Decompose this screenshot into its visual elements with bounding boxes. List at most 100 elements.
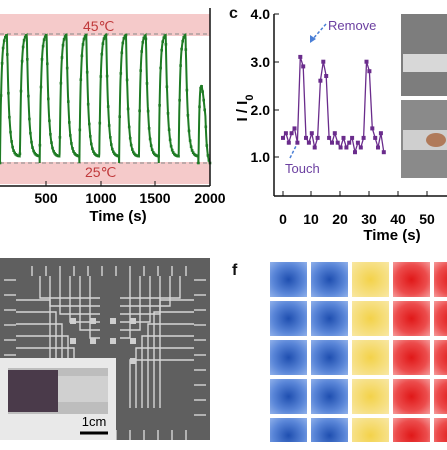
temperature-point [71,147,74,150]
temperature-point [49,133,52,136]
touch-response-point [327,135,332,140]
temperature-point [180,47,183,51]
temperature-point [161,40,164,43]
temperature-point [189,145,193,148]
temperature-point [98,121,102,125]
sensor-pixel [110,338,116,344]
heatmap-cell [352,301,389,336]
touch-response-point [332,131,337,136]
temperature-point [143,34,147,38]
temperature-point [182,36,185,39]
temperature-point [81,43,85,46]
temperature-point [112,150,115,154]
sensor-pixel [70,318,76,324]
touch-arrow [289,145,297,159]
sensor-pixel [130,338,136,344]
temperature-point [105,74,109,78]
temperature-point [10,140,13,143]
temperature-point [20,59,24,63]
heatmap-cell [434,340,447,375]
temperature-point [0,94,3,97]
electrode-trace [49,276,100,307]
temperature-point [28,117,31,121]
panel-e-photo: 1cm [0,258,210,440]
touch-response-point [347,140,352,145]
temperature-point [128,136,132,140]
touch-response-point [338,145,343,150]
temperature-point [65,66,69,70]
heatmap-cell [393,301,430,336]
touch-response-point [283,131,288,136]
temperature-point [125,78,129,82]
temperature-point [72,150,75,153]
temperature-point [59,81,63,85]
temperature-point [207,159,211,162]
temperature-point [137,154,140,158]
heatmap-cell [393,418,430,442]
temperature-point [1,46,5,50]
temperature-point [97,154,100,158]
temperature-point [5,34,8,37]
temperature-point [181,39,184,43]
temperature-point [124,33,128,37]
temperature-point [148,137,152,141]
temperature-point [177,154,180,158]
panel-c-y-tick-label: 3.0 [251,54,271,70]
panel-c-x-tick-label: 10 [303,211,319,227]
touch-response-point [289,131,294,136]
panel-c-y-tick-label: 1.0 [251,149,271,165]
temperature-point [11,145,14,149]
touch-response-point [324,74,329,78]
sensor-pixel [90,318,96,324]
temperature-point [121,41,125,45]
temperature-point [122,37,126,40]
temperature-point [46,62,49,66]
remove-annotation: Remove [328,18,376,33]
temperature-point [78,128,82,132]
temperature-point [82,37,86,41]
low-temp-band [0,162,210,184]
temperature-point [47,97,50,101]
temperature-point [44,34,48,37]
temperature-point [9,130,12,134]
temperature-point [144,37,148,41]
heatmap-cell [270,340,307,375]
temperature-point [52,149,55,153]
heatmap-cell [352,418,389,442]
temperature-point [23,35,27,39]
heatmap-cell [434,418,447,442]
temperature-point [206,154,210,157]
temperature-point [132,150,135,154]
heatmap-cell [270,379,307,414]
panel-c-x-tick-label: 20 [332,211,348,227]
heatmap-cell [352,340,389,375]
temperature-point [183,34,187,37]
electrode-trace [120,276,161,315]
temperature-point [158,104,161,107]
temperature-point [190,149,194,152]
temperature-point [186,114,190,117]
temperature-point [146,109,150,113]
panel-c-x-tick-label: 50 [419,211,435,227]
touch-response-point [361,135,366,140]
electrode-trace [120,276,171,307]
temperature-point [167,128,171,131]
scale-bar-label: 1cm [82,414,107,429]
temperature-point [198,105,201,109]
touch-response-point [364,59,369,64]
temperature-point [147,127,151,130]
temperature-point [26,58,29,61]
heatmap-cell [434,379,447,414]
touch-response-point [373,135,378,140]
temperature-point [41,44,45,48]
touch-response-point [286,140,291,145]
panel-f-letter: f [232,262,238,279]
temperature-point [68,121,71,124]
high-temp-label: 45℃ [83,18,114,34]
heatmap-cell [434,301,447,336]
panel-c-x-ticks [282,191,428,196]
panel-c-y-tick-label: 2.0 [251,102,271,118]
heatmap-cell [311,379,348,414]
touch-response-point [367,69,372,74]
temperature-point [110,143,113,146]
